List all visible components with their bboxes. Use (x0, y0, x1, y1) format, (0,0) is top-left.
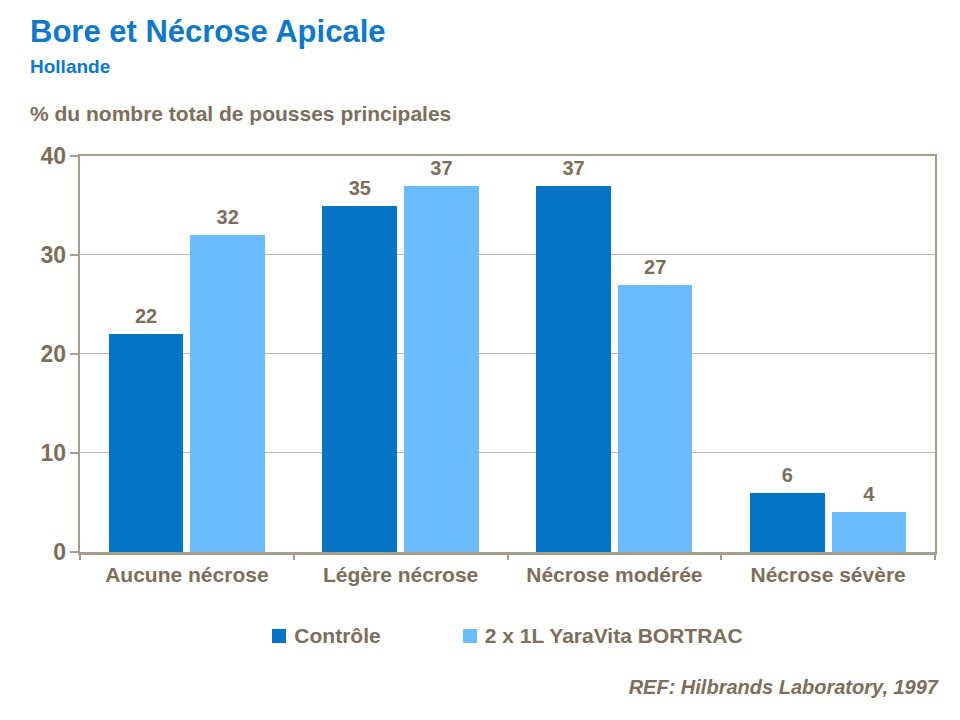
y-axis-tick (70, 353, 80, 355)
x-axis-tick (720, 552, 722, 560)
x-axis-category-label: Nécrose sévère (750, 563, 905, 587)
y-axis-tick-label: 20 (6, 342, 66, 366)
legend-swatch (463, 629, 477, 643)
bar-value-label: 4 (863, 483, 874, 506)
y-axis-title: % du nombre total de pousses principales (30, 102, 451, 126)
bar-controle (322, 206, 397, 553)
bar-bortrac (618, 285, 693, 552)
bar-controle (750, 493, 825, 552)
bar-value-label: 6 (782, 464, 793, 487)
y-axis-tick-label: 30 (6, 243, 66, 267)
plot-area: 0102030402232Aucune nécrose3537Légère né… (78, 154, 937, 555)
y-axis-tick-label: 10 (6, 441, 66, 465)
bar-bortrac (832, 512, 907, 552)
x-axis-category-label: Nécrose modérée (526, 563, 702, 587)
bar-bortrac (190, 235, 265, 552)
y-axis-tick-label: 0 (6, 540, 66, 564)
bar-value-label: 27 (644, 256, 666, 279)
bar-controle (109, 334, 184, 552)
bar-value-label: 37 (430, 157, 452, 180)
bar-value-label: 35 (349, 177, 371, 200)
y-axis-tick (70, 254, 80, 256)
x-axis-category-label: Légère nécrose (323, 563, 478, 587)
legend-item: 2 x 1L YaraVita BORTRAC (463, 624, 743, 648)
legend: Contrôle 2 x 1L YaraVita BORTRAC (78, 624, 937, 648)
bar-bortrac (404, 186, 479, 552)
legend-item: Contrôle (272, 624, 380, 648)
slide: Bore et Nécrose Apicale Hollande % du no… (0, 0, 960, 720)
y-axis-tick-label: 40 (6, 144, 66, 168)
x-axis-tick (293, 552, 295, 560)
legend-swatch (272, 629, 286, 643)
y-axis-tick (70, 452, 80, 454)
x-axis-tick (507, 552, 509, 560)
x-axis-category-label: Aucune nécrose (105, 563, 268, 587)
legend-label: Contrôle (294, 624, 380, 648)
bar-value-label: 37 (562, 157, 584, 180)
bar-value-label: 32 (217, 206, 239, 229)
x-axis-tick (934, 552, 936, 560)
reference-note: REF: Hilbrands Laboratory, 1997 (629, 676, 938, 699)
bar-value-label: 22 (135, 305, 157, 328)
chart-title: Bore et Nécrose Apicale (30, 14, 386, 50)
legend-label: 2 x 1L YaraVita BORTRAC (485, 624, 743, 648)
x-axis-tick (79, 552, 81, 560)
chart-subtitle: Hollande (30, 56, 110, 78)
y-axis-tick (70, 155, 80, 157)
bar-controle (536, 186, 611, 552)
